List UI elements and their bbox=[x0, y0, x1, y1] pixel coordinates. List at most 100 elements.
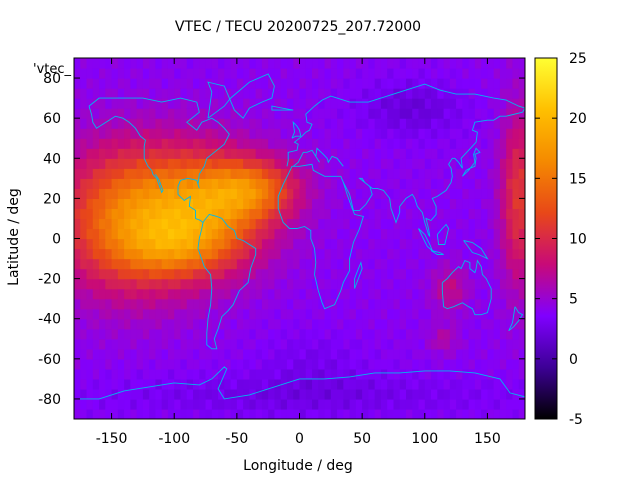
heat-cell bbox=[136, 348, 144, 360]
heat-cell bbox=[362, 298, 369, 310]
heat-cell bbox=[136, 58, 144, 69]
heat-cell bbox=[186, 108, 194, 119]
heat-cell bbox=[249, 368, 257, 380]
heat-cell bbox=[236, 328, 244, 340]
heat-cell bbox=[506, 348, 514, 360]
heat-cell bbox=[462, 98, 470, 109]
heat-cell bbox=[218, 408, 225, 419]
heat-cell bbox=[374, 388, 382, 400]
heat-cell bbox=[468, 248, 476, 260]
heat-cell bbox=[186, 188, 194, 199]
heat-cell bbox=[412, 318, 420, 330]
heat-cell bbox=[92, 268, 100, 280]
heat-cell bbox=[393, 398, 401, 410]
heat-cell bbox=[255, 198, 263, 210]
heat-cell bbox=[199, 88, 207, 99]
x-tick-label: -150 bbox=[96, 431, 128, 447]
heat-cell bbox=[261, 308, 269, 320]
heat-cell bbox=[186, 128, 194, 139]
heat-cell bbox=[193, 248, 200, 260]
y-tick-label: 40 bbox=[43, 151, 61, 167]
heat-cell bbox=[205, 138, 213, 149]
heat-cell bbox=[99, 328, 106, 340]
heat-cell bbox=[493, 368, 501, 380]
heat-cell bbox=[330, 318, 338, 330]
heat-cell bbox=[274, 288, 282, 300]
heat-cell bbox=[230, 198, 238, 210]
heat-cell bbox=[130, 308, 138, 320]
heat-cell bbox=[280, 358, 288, 370]
heat-cell bbox=[337, 208, 344, 220]
heat-cell bbox=[481, 78, 489, 89]
heat-cell bbox=[418, 88, 426, 99]
heat-cell bbox=[274, 158, 282, 169]
heat-cell bbox=[399, 178, 407, 189]
heat-cell bbox=[186, 88, 194, 99]
heat-cell bbox=[255, 238, 263, 250]
heat-cell bbox=[399, 308, 407, 320]
heat-cell bbox=[343, 318, 351, 330]
heat-cell bbox=[337, 328, 344, 340]
heat-cell bbox=[199, 288, 207, 300]
heat-cell bbox=[117, 358, 125, 370]
heat-cell bbox=[142, 138, 150, 149]
heat-cell bbox=[286, 158, 294, 169]
heat-cell bbox=[236, 98, 244, 109]
heat-cell bbox=[493, 248, 501, 260]
heat-cell bbox=[130, 388, 138, 400]
heat-cell bbox=[362, 318, 369, 330]
heat-cell bbox=[218, 298, 225, 310]
heat-cell bbox=[105, 158, 113, 169]
heat-cell bbox=[330, 98, 338, 109]
heat-cell bbox=[493, 358, 501, 370]
heat-cell bbox=[293, 398, 301, 410]
heat-cell bbox=[193, 98, 200, 109]
heat-cell bbox=[149, 148, 157, 159]
heat-cell bbox=[387, 298, 395, 310]
heat-cell bbox=[161, 178, 169, 189]
heat-cell bbox=[280, 88, 288, 99]
heat-cell bbox=[468, 348, 476, 360]
heat-cell bbox=[280, 408, 288, 419]
heat-cell bbox=[399, 208, 407, 220]
heat-cell bbox=[293, 318, 301, 330]
heat-cell bbox=[249, 188, 257, 199]
heat-cell bbox=[274, 68, 282, 79]
heat-cell bbox=[449, 278, 457, 290]
heat-cell bbox=[456, 148, 463, 159]
heat-cell bbox=[399, 198, 407, 210]
heat-cell bbox=[387, 288, 395, 300]
heat-cell bbox=[142, 128, 150, 139]
heat-cell bbox=[330, 168, 338, 179]
heat-cell bbox=[149, 338, 157, 350]
heat-cell bbox=[167, 118, 175, 129]
heat-cell bbox=[92, 128, 100, 139]
heat-cell bbox=[337, 148, 344, 159]
heat-cell bbox=[174, 268, 182, 280]
heat-cell bbox=[249, 288, 257, 300]
heat-cell bbox=[193, 388, 200, 400]
heat-cell bbox=[431, 188, 438, 199]
heat-cell bbox=[337, 198, 344, 210]
heat-cell bbox=[305, 308, 313, 320]
heat-cell bbox=[92, 68, 100, 79]
heat-cell bbox=[305, 298, 313, 310]
heat-cell bbox=[249, 208, 257, 220]
heat-cell bbox=[268, 158, 276, 169]
heat-cell bbox=[474, 408, 482, 419]
heat-cell bbox=[161, 258, 169, 270]
heat-cell bbox=[136, 208, 144, 220]
heat-cell bbox=[74, 168, 81, 179]
heat-cell bbox=[130, 198, 138, 210]
heat-cell bbox=[293, 198, 301, 210]
heat-cell bbox=[512, 188, 520, 199]
coastline bbox=[430, 250, 444, 255]
heat-cell bbox=[80, 358, 88, 370]
heat-cell bbox=[293, 298, 301, 310]
heat-cell bbox=[117, 368, 125, 380]
heat-cell bbox=[117, 158, 125, 169]
heat-cell bbox=[286, 148, 294, 159]
heat-cell bbox=[249, 198, 257, 210]
heat-cell bbox=[255, 108, 263, 119]
heat-cell bbox=[368, 248, 376, 260]
